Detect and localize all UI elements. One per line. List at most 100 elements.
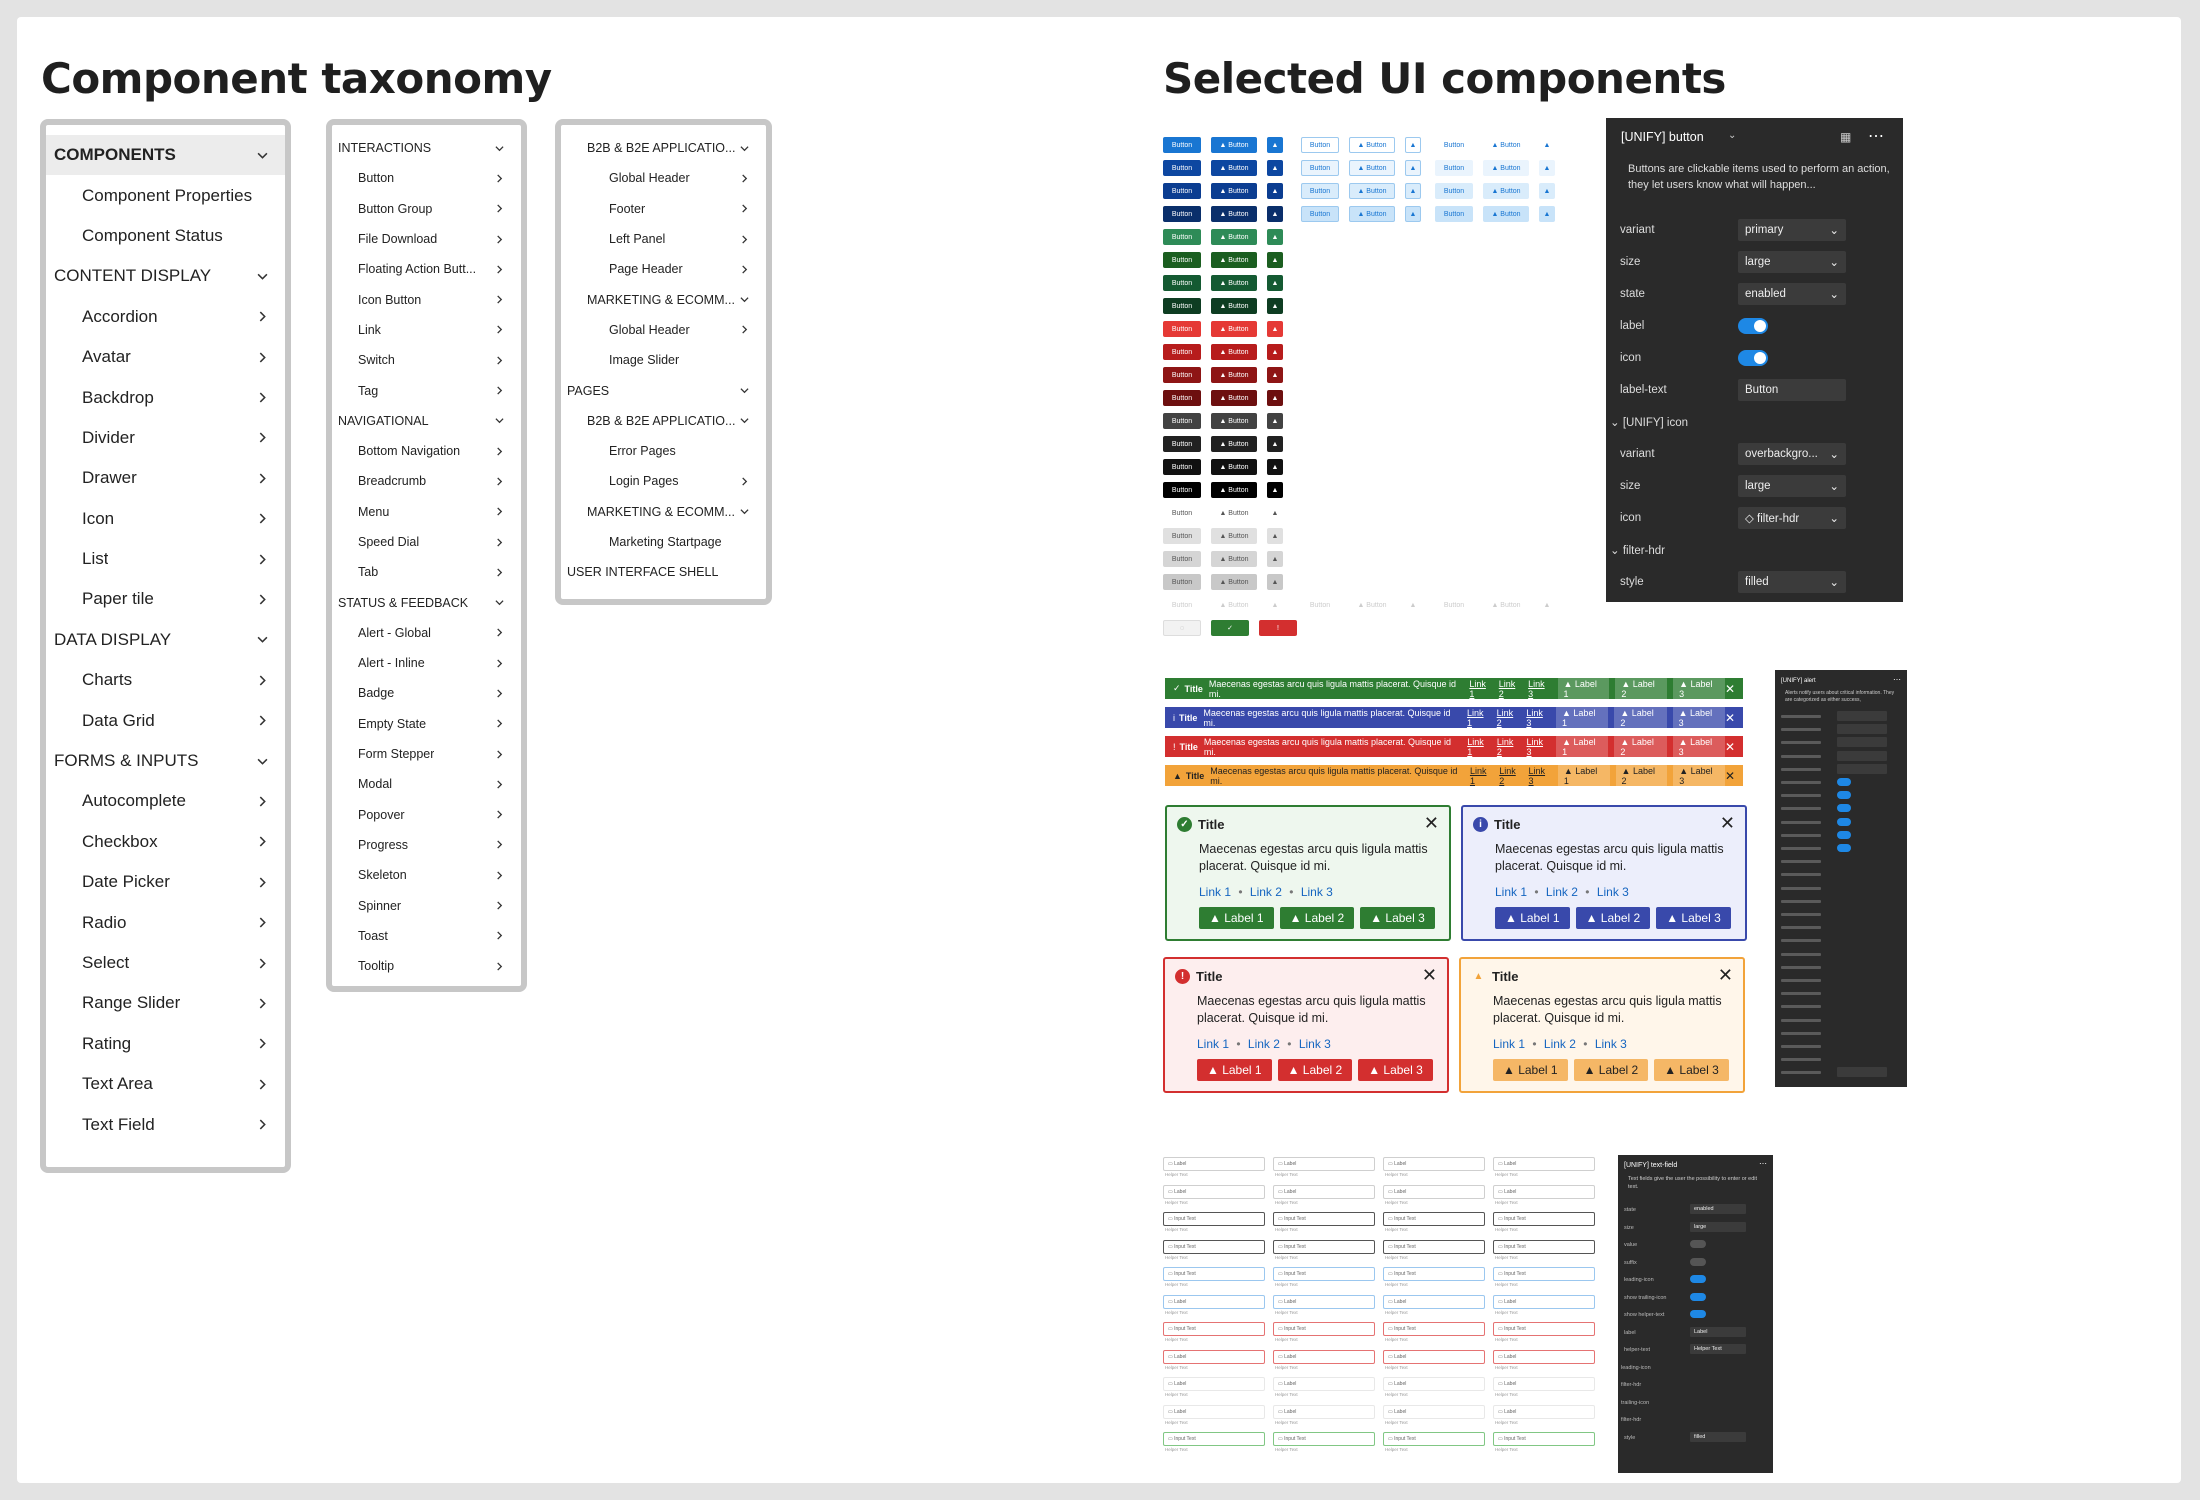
- variant-icon-button[interactable]: ▲: [1267, 505, 1283, 521]
- property-text-input[interactable]: Helper Text: [1690, 1344, 1746, 1354]
- text-field[interactable]: ▭ Input Text: [1383, 1212, 1485, 1226]
- outline-icon-button[interactable]: ▲: [1405, 137, 1421, 153]
- close-icon[interactable]: ✕: [1719, 813, 1735, 833]
- text-field[interactable]: ▭ Label: [1163, 1157, 1265, 1171]
- taxonomy-item-marketing-startpage[interactable]: Marketing Startpage: [561, 527, 766, 557]
- text-field[interactable]: ▭ Label: [1493, 1294, 1595, 1309]
- variant-button[interactable]: Button: [1163, 528, 1201, 544]
- taxonomy-item-paper-tile[interactable]: Paper tile: [46, 579, 285, 619]
- taxonomy-item-spinner[interactable]: Spinner: [332, 890, 521, 920]
- alert-link[interactable]: Link 2: [1498, 678, 1516, 699]
- taxonomy-item-form-stepper[interactable]: Form Stepper: [332, 739, 521, 769]
- outline-icon-button[interactable]: ▲: [1405, 183, 1421, 199]
- property-select[interactable]: large ⌄: [1738, 475, 1846, 497]
- disabled-button[interactable]: ▲: [1539, 597, 1555, 613]
- close-icon[interactable]: ✕: [1423, 813, 1439, 833]
- disabled-button[interactable]: ▲: [1267, 597, 1283, 613]
- taxonomy-item-date-picker[interactable]: Date Picker: [46, 862, 285, 902]
- property-toggle[interactable]: [1837, 804, 1851, 813]
- variant-button[interactable]: Button: [1163, 436, 1201, 452]
- variant-button[interactable]: Button: [1163, 505, 1201, 521]
- alert-link[interactable]: Link 1: [1469, 678, 1486, 699]
- variant-button-with-icon[interactable]: ▲ Button: [1211, 551, 1257, 567]
- alert-action-button[interactable]: ▲ Label 3: [1672, 705, 1725, 730]
- property-select[interactable]: large: [1690, 1221, 1746, 1232]
- alert-link[interactable]: Link 1: [1495, 885, 1528, 899]
- alert-action-button[interactable]: ▲ Label 1: [1493, 1059, 1568, 1081]
- text-icon-button[interactable]: ▲: [1539, 160, 1555, 176]
- alert-link[interactable]: Link 2: [1496, 736, 1514, 757]
- taxonomy-item-pages[interactable]: PAGES: [561, 375, 766, 405]
- variant-button[interactable]: Button: [1163, 574, 1201, 590]
- variant-button[interactable]: Button: [1163, 183, 1201, 199]
- text-icon-button[interactable]: ▲: [1539, 206, 1555, 222]
- alert-action-button[interactable]: ▲ Label 1: [1557, 763, 1610, 788]
- alert-action-button[interactable]: ▲ Label 3: [1360, 907, 1435, 929]
- variant-button-with-icon[interactable]: ▲ Button: [1211, 574, 1257, 590]
- variant-button[interactable]: Button: [1163, 367, 1201, 383]
- text-field[interactable]: ▭ Input Text: [1493, 1239, 1595, 1254]
- taxonomy-item-link[interactable]: Link: [332, 315, 521, 345]
- taxonomy-item-range-slider[interactable]: Range Slider: [46, 983, 285, 1023]
- variant-button[interactable]: Button: [1163, 482, 1201, 498]
- text-field[interactable]: ▭ Label: [1273, 1404, 1375, 1419]
- text-field[interactable]: ▭ Input Text: [1273, 1239, 1375, 1254]
- taxonomy-item-content-display[interactable]: CONTENT DISPLAY: [46, 256, 285, 296]
- variant-button-with-icon[interactable]: ▲ Button: [1211, 413, 1257, 429]
- alert-action-button[interactable]: ▲ Label 3: [1672, 734, 1725, 759]
- alert-link[interactable]: Link 3: [1300, 885, 1333, 899]
- property-select[interactable]: large ⌄: [1738, 251, 1846, 273]
- alert-link[interactable]: Link 1: [1469, 765, 1487, 786]
- alert-link[interactable]: Link 2: [1545, 885, 1578, 899]
- alert-action-button[interactable]: ▲ Label 1: [1199, 907, 1274, 929]
- outline-button[interactable]: Button: [1301, 183, 1339, 199]
- text-field[interactable]: ▭ Input Text: [1493, 1212, 1595, 1226]
- taxonomy-item-speed-dial[interactable]: Speed Dial: [332, 527, 521, 557]
- property-select[interactable]: [1837, 1067, 1887, 1078]
- alert-link[interactable]: Link 1: [1493, 1037, 1526, 1051]
- property-select[interactable]: [1837, 737, 1887, 748]
- taxonomy-item-radio[interactable]: Radio: [46, 902, 285, 942]
- variant-button-with-icon[interactable]: ▲ Button: [1211, 344, 1257, 360]
- text-field[interactable]: ▭ Label: [1493, 1377, 1595, 1391]
- disabled-button[interactable]: ▲ Button: [1211, 597, 1257, 613]
- variant-button[interactable]: Button: [1163, 459, 1201, 475]
- variant-button-with-icon[interactable]: ▲ Button: [1211, 436, 1257, 452]
- alert-link[interactable]: Link 3: [1528, 765, 1546, 786]
- alert-action-button[interactable]: ▲ Label 3: [1673, 763, 1725, 788]
- taxonomy-item-error-pages[interactable]: Error Pages: [561, 436, 766, 466]
- text-field[interactable]: ▭ Input Text: [1493, 1322, 1595, 1336]
- property-select[interactable]: enabled: [1690, 1204, 1746, 1214]
- close-icon[interactable]: ✕: [1724, 768, 1735, 783]
- property-toggle[interactable]: [1837, 778, 1851, 786]
- property-select[interactable]: primary ⌄: [1738, 219, 1846, 241]
- text-field[interactable]: ▭ Input Text: [1383, 1239, 1485, 1254]
- outline-button[interactable]: Button: [1301, 206, 1339, 222]
- text-button[interactable]: Button: [1435, 206, 1473, 222]
- taxonomy-item-divider[interactable]: Divider: [46, 418, 285, 458]
- alert-action-button[interactable]: ▲ Label 2: [1614, 734, 1667, 759]
- property-select[interactable]: [1837, 711, 1887, 721]
- text-field[interactable]: ▭ Label: [1163, 1294, 1265, 1309]
- variant-button-with-icon[interactable]: ▲ Button: [1211, 206, 1257, 222]
- taxonomy-item-page-header[interactable]: Page Header: [561, 254, 766, 284]
- property-select[interactable]: [1837, 724, 1887, 735]
- text-field[interactable]: ▭ Label: [1493, 1157, 1595, 1171]
- text-field[interactable]: ▭ Label: [1163, 1349, 1265, 1364]
- variant-icon-button[interactable]: ▲: [1267, 482, 1283, 498]
- taxonomy-item-file-download[interactable]: File Download: [332, 224, 521, 254]
- variant-icon-button[interactable]: ▲: [1267, 229, 1283, 245]
- alert-action-button[interactable]: ▲ Label 2: [1277, 1059, 1353, 1081]
- variant-button[interactable]: Button: [1163, 206, 1201, 222]
- property-toggle[interactable]: [1837, 791, 1851, 800]
- text-field[interactable]: ▭ Label: [1273, 1157, 1375, 1171]
- alert-action-button[interactable]: ▲ Label 1: [1556, 705, 1609, 730]
- taxonomy-item-tag[interactable]: Tag: [332, 375, 521, 405]
- variant-icon-button[interactable]: ▲: [1267, 298, 1283, 314]
- taxonomy-item-login-pages[interactable]: Login Pages: [561, 466, 766, 496]
- chevron-down-icon[interactable]: ⌄: [1728, 130, 1737, 141]
- close-icon[interactable]: ✕: [1724, 681, 1735, 696]
- variant-icon-button[interactable]: ▲: [1267, 436, 1283, 452]
- text-field[interactable]: ▭ Label: [1383, 1157, 1485, 1171]
- alert-link[interactable]: Link 2: [1247, 1037, 1280, 1051]
